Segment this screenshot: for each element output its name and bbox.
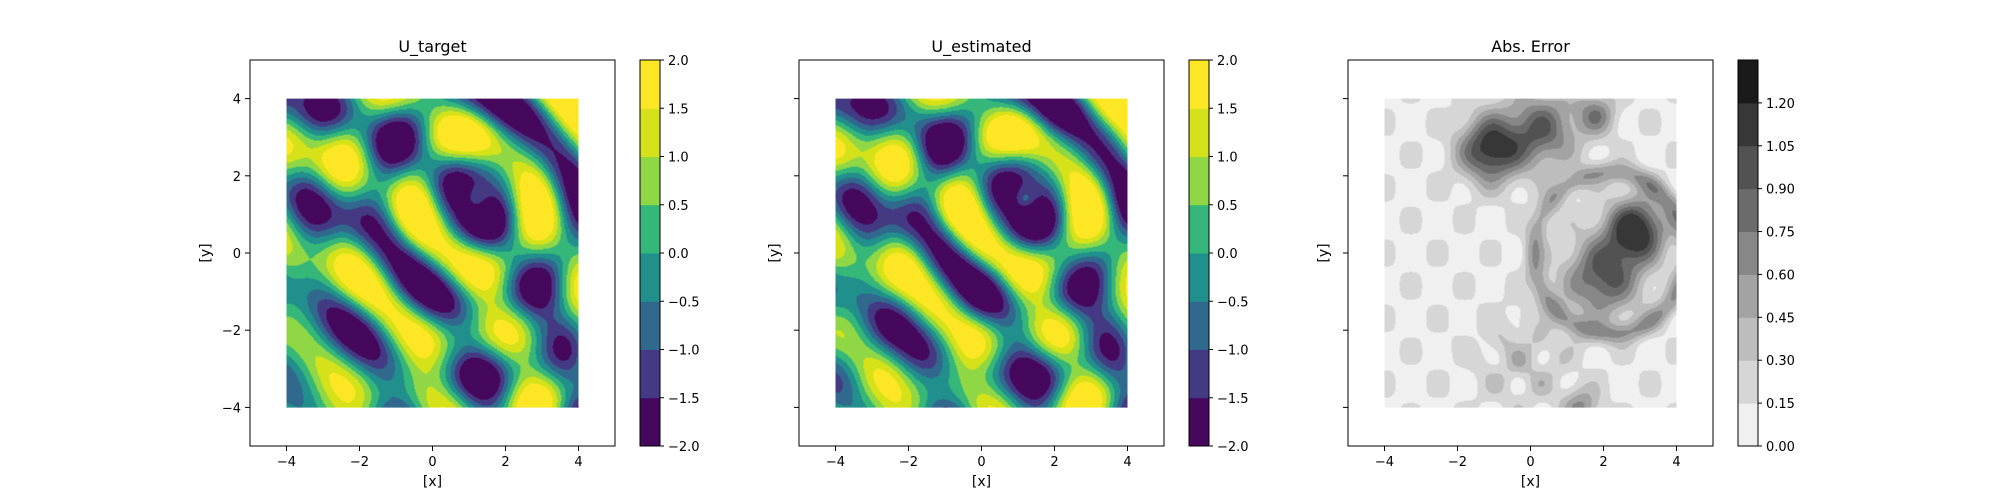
colorbar-band — [1738, 188, 1758, 233]
subplot-2: U_estimated −4 −2 0 2 4 [x] [y] −2.0 −1.5 −1.0 −0.5… — [767, 37, 1249, 490]
y-tick-label: 2 — [233, 170, 241, 185]
y-axis-label: [y] — [767, 243, 783, 262]
heatmap-image — [286, 98, 579, 408]
x-tick-label: 4 — [574, 455, 582, 470]
colorbar-band — [1189, 204, 1209, 254]
colorbar-band — [1189, 301, 1209, 350]
x-tick-label: 2 — [501, 455, 509, 470]
subplot-title: U_target — [398, 37, 466, 57]
colorbar-tick-label: 1.0 — [1217, 151, 1238, 166]
x-tick-label: 4 — [1123, 455, 1131, 470]
colorbar-tick-label: 0.0 — [1217, 247, 1238, 262]
colorbar-tick-label: 0.90 — [1766, 183, 1795, 198]
colorbar-band — [640, 60, 660, 109]
colorbar-band — [1189, 156, 1209, 206]
colorbar-tick-label: 0.15 — [1766, 397, 1795, 412]
y-tick-label: −4 — [222, 401, 241, 416]
colorbar-band — [1738, 403, 1758, 447]
x-tick-label: 2 — [1599, 455, 1607, 470]
colorbar-tick-label: −2.0 — [1217, 440, 1249, 455]
colorbar-tick-label: 0.5 — [668, 199, 689, 214]
x-tick-label: −2 — [350, 455, 369, 470]
colorbar-tick-label: −2.0 — [668, 440, 700, 455]
colorbar-tick-label: 1.5 — [668, 102, 689, 117]
colorbar-tick-label: −1.5 — [1217, 392, 1249, 407]
colorbar-tick-label: 0.45 — [1766, 311, 1795, 326]
colorbar-band — [1738, 102, 1758, 147]
subplot-title: Abs. Error — [1491, 37, 1570, 56]
x-tick-label: −4 — [826, 455, 845, 470]
x-tick-label: −4 — [1375, 455, 1394, 470]
colorbar-tick-label: 2.0 — [668, 54, 689, 69]
x-axis-label: [x] — [1521, 474, 1540, 490]
colorbar-band — [1189, 397, 1209, 447]
colorbar-band — [640, 253, 660, 302]
subplot-3: Abs. Error−4 −2 0 2 4[x][y]0.000.150.300.450… — [1316, 37, 1795, 490]
colorbar-band — [640, 204, 660, 254]
y-tick-label: 4 — [233, 93, 241, 108]
colorbar-band — [1738, 360, 1758, 404]
colorbar-tick-label: 1.0 — [668, 151, 689, 166]
x-tick-label: 0 — [1526, 455, 1534, 470]
colorbar-tick-label: −1.5 — [668, 392, 700, 407]
colorbar-band — [1738, 60, 1758, 104]
subplot-title: U_estimated — [931, 37, 1031, 57]
colorbar-tick-label: 0.5 — [1217, 199, 1238, 214]
colorbar-tick-label: 0.00 — [1766, 440, 1795, 455]
colorbar-tick-label: 0.60 — [1766, 268, 1795, 283]
heatmap-image — [835, 98, 1128, 408]
colorbar-band — [1738, 145, 1758, 190]
colorbar-band — [640, 108, 660, 157]
colorbar-band — [640, 397, 660, 447]
colorbar-band — [640, 156, 660, 206]
colorbar-tick-label: 0.75 — [1766, 226, 1795, 241]
colorbar-band — [1738, 274, 1758, 318]
colorbar-tick-label: −1.0 — [668, 344, 700, 359]
colorbar-tick-label: −0.5 — [668, 295, 700, 310]
x-tick-label: −4 — [277, 455, 296, 470]
x-axis-label: [x] — [423, 474, 442, 490]
x-tick-label: 4 — [1672, 455, 1680, 470]
colorbar-band — [1189, 108, 1209, 157]
x-axis-label: [x] — [972, 474, 991, 490]
colorbar-tick-label: 1.05 — [1766, 140, 1795, 155]
subplot-1: U_target −4 −2 0 2 4 [x] −4 −2 0 2 4 [y] −2.0 −1.5 −1.0… — [198, 37, 700, 490]
x-tick-label: 2 — [1050, 455, 1058, 470]
colorbar-band — [1189, 253, 1209, 302]
colorbar-tick-label: 1.5 — [1217, 102, 1238, 117]
y-tick-label: −2 — [222, 324, 241, 339]
heatmap-image — [1384, 98, 1677, 408]
colorbar-tick-label: 1.20 — [1766, 97, 1795, 112]
colorbar-band — [640, 301, 660, 350]
y-axis-label: [y] — [1316, 243, 1332, 262]
colorbar: −2.0 −1.5 −1.0 −0.5 0.0 0.5 1.0 1.5 2.0 — [639, 54, 700, 455]
colorbar-tick-label: 2.0 — [1217, 54, 1238, 69]
colorbar-band — [640, 349, 660, 399]
colorbar: 0.00 0.15 0.30 0.45 0.60 0.75 0.90 1.05 1.20 — [1737, 59, 1795, 455]
x-tick-label: −2 — [1448, 455, 1467, 470]
colorbar-tick-label: 0.0 — [668, 247, 689, 262]
y-axis-label: [y] — [198, 243, 214, 262]
y-tick-label: 0 — [233, 247, 241, 262]
colorbar-tick-label: −0.5 — [1217, 295, 1249, 310]
colorbar-band — [1189, 349, 1209, 399]
colorbar-tick-label: −1.0 — [1217, 344, 1249, 359]
colorbar-band — [1738, 317, 1758, 361]
x-tick-label: 0 — [428, 455, 436, 470]
x-tick-label: −2 — [899, 455, 918, 470]
colorbar-tick-label: 0.30 — [1766, 354, 1795, 369]
colorbar-band — [1189, 60, 1209, 109]
colorbar: −2.0 −1.5 −1.0 −0.5 0.0 0.5 1.0 1.5 2.0 — [1188, 54, 1249, 455]
colorbar-band — [1738, 231, 1758, 275]
colorbar-frame — [1737, 59, 1759, 447]
x-tick-label: 0 — [977, 455, 985, 470]
